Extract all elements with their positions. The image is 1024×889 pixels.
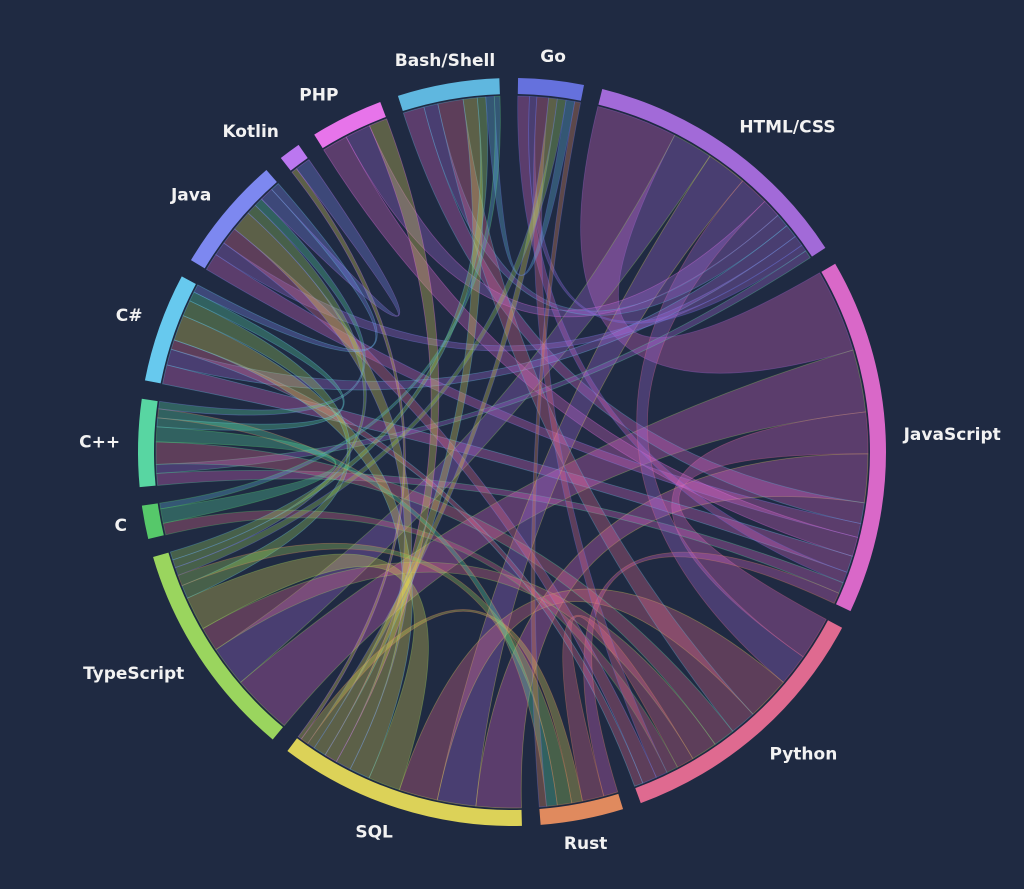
group-arc-java[interactable] [190,169,277,269]
group-arc-c-[interactable] [137,398,158,488]
group-arc-c[interactable] [141,503,164,539]
ribbon-sql-kotlin [291,168,406,740]
ribbon-python-bash-shell [437,98,754,732]
ribbon-sql-java [233,212,413,770]
group-label-php: PHP [299,86,338,106]
ribbon-javascript-rust [583,551,840,797]
ribbon-javascript-typescript [239,349,867,727]
ribbon-python-c- [155,441,734,745]
group-arc-python[interactable] [635,620,843,804]
ribbon-javascript-bash-shell [402,106,865,525]
group-arc-rust[interactable] [539,793,624,825]
group-arc-go[interactable] [517,78,585,101]
ribbon-html-css-python [636,180,804,683]
group-arc-sql[interactable] [287,738,522,827]
ribbon-bash-shell-c [159,95,501,510]
ribbon-java-kotlin [260,159,401,317]
ribbon-html-css-go [528,96,807,324]
ribbon-sql-typescript [186,553,429,791]
ribbon-python-sql [398,588,784,801]
group-label-typescript: TypeScript [83,664,184,684]
ribbon-python-c [162,509,679,774]
ribbon-html-css-typescript [215,134,711,683]
ribbon-c--rust [157,408,558,807]
ribbon-bash-shell-go [485,96,576,276]
ribbon-javascript-sql [475,453,869,809]
ribbon-sql-rust [300,609,583,804]
ribbon-c--java [158,198,366,416]
ribbon-sql-go [307,97,558,749]
group-arc-bash-shell[interactable] [397,78,500,112]
ribbon-javascript-php [323,136,859,557]
ribbon-javascript-c- [156,470,844,594]
group-arc-php[interactable] [314,101,386,149]
ribbon-typescript-rust [177,542,573,806]
group-label-c-: C++ [79,432,120,452]
group-label-kotlin: Kotlin [222,122,278,142]
ribbon-html-css-php [345,125,779,318]
ribbon-layer [155,95,869,809]
ribbon-python-typescript [202,561,716,760]
ribbon-sql-c- [173,315,413,779]
ribbon-javascript-html-css [580,106,854,374]
group-arc-c-[interactable] [144,276,196,384]
ribbon-html-css-c- [155,250,811,474]
ribbon-python-rust [562,614,694,802]
group-label-java: Java [170,186,211,206]
group-arc-typescript[interactable] [153,552,283,740]
ribbon-typescript-bash-shell [169,96,489,561]
ribbon-sql-bash-shell [313,97,484,756]
group-label-html-css: HTML/CSS [739,118,835,138]
ribbon-typescript-java [172,204,367,569]
ribbon-html-css-java [215,235,803,352]
group-label-layer: Bash/Shell Go HTML/CSS JavaScript Python Rust… [79,47,1001,854]
ribbon-javascript-go [517,95,848,584]
ribbon-javascript-python [671,411,869,658]
ribbon-c--c- [156,291,345,431]
group-label-rust: Rust [564,834,607,854]
group-label-c: C [115,516,127,536]
group-label-javascript: JavaScript [903,425,1001,445]
ribbon-javascript-java [205,253,862,538]
group-arc-javascript[interactable] [821,263,886,612]
group-label-go: Go [540,47,566,67]
group-arc-html-css[interactable] [598,89,826,257]
ribbon-rust-go [530,101,582,808]
ribbon-python-c- [170,339,644,787]
ribbon-python-java [223,228,657,784]
ribbon-c--c [155,426,337,524]
ribbon-html-css-c- [166,225,796,391]
group-label-sql: SQL [355,822,393,842]
group-label-c-: C# [116,306,143,326]
ribbon-python-go [532,96,668,778]
group-label-bash-shell: Bash/Shell [395,51,495,71]
group-arc-layer [137,78,886,827]
ribbon-javascript-c- [162,364,853,573]
ribbon-typescript-c- [181,300,351,599]
ribbon-html-css-bash-shell [423,103,788,316]
ribbon-typescript-go [174,98,567,576]
ribbon-html-css-sql [436,155,744,807]
ribbon-java-c- [193,182,378,353]
group-arc-kotlin[interactable] [280,144,308,171]
group-label-python: Python [769,745,837,765]
ribbon-sql-php [324,118,440,763]
